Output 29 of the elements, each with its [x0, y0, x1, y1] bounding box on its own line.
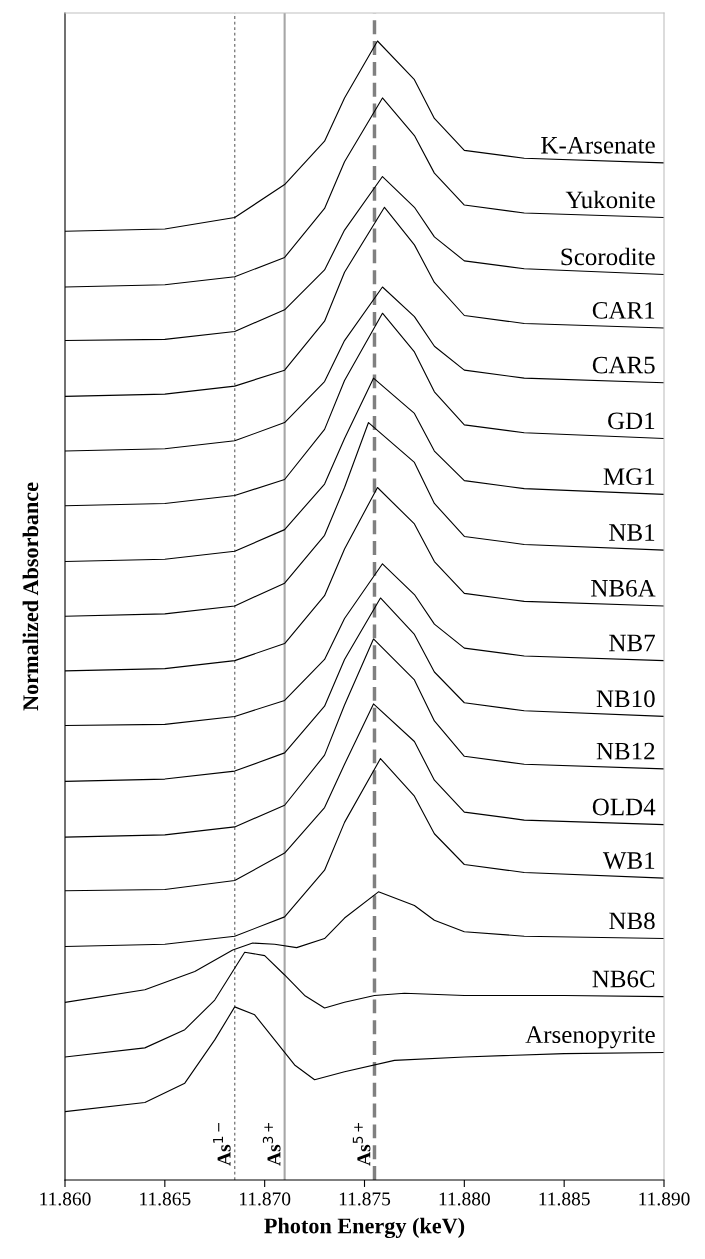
series-label: Arsenopyrite [525, 1026, 655, 1049]
ref-line-label: As$^{1−}$ [213, 1122, 231, 1166]
series-label: NB6A [591, 579, 656, 597]
x-tick-label: 11.880 [439, 1192, 490, 1206]
x-tick-label: 11.890 [639, 1192, 690, 1206]
x-tick-label: 11.885 [539, 1192, 590, 1206]
series-label: CAR1 [592, 301, 655, 319]
x-tick-label: 11.870 [240, 1192, 291, 1206]
series-label: NB6C [592, 970, 655, 988]
series-label: CAR5 [592, 356, 655, 374]
ref-line-label: As$^{5+}$ [352, 1122, 371, 1166]
x-tick-label: 11.860 [40, 1192, 91, 1206]
series-label: NB8 [609, 912, 655, 930]
series-label: OLD4 [592, 798, 656, 816]
x-axis-title: Photon Energy (keV) [264, 1217, 465, 1239]
series-label: MG1 [603, 468, 655, 486]
series-label: NB10 [596, 690, 655, 708]
series-label: NB7 [609, 634, 655, 652]
series-label: Yukonite [565, 190, 655, 209]
x-tick-label: 11.865 [140, 1192, 191, 1206]
series-label: NB12 [596, 742, 655, 760]
series-label: NB1 [609, 524, 655, 541]
series-label: GD1 [608, 412, 655, 430]
series-label: K-Arsenate [541, 136, 655, 154]
x-tick-label: 11.875 [339, 1192, 391, 1206]
series-label: Scorodite [561, 247, 655, 266]
ref-line-label: As$^{3+}$ [262, 1122, 281, 1166]
y-axis-title: Normalized Absorbance [22, 482, 39, 711]
series-label: WB1 [602, 852, 655, 870]
